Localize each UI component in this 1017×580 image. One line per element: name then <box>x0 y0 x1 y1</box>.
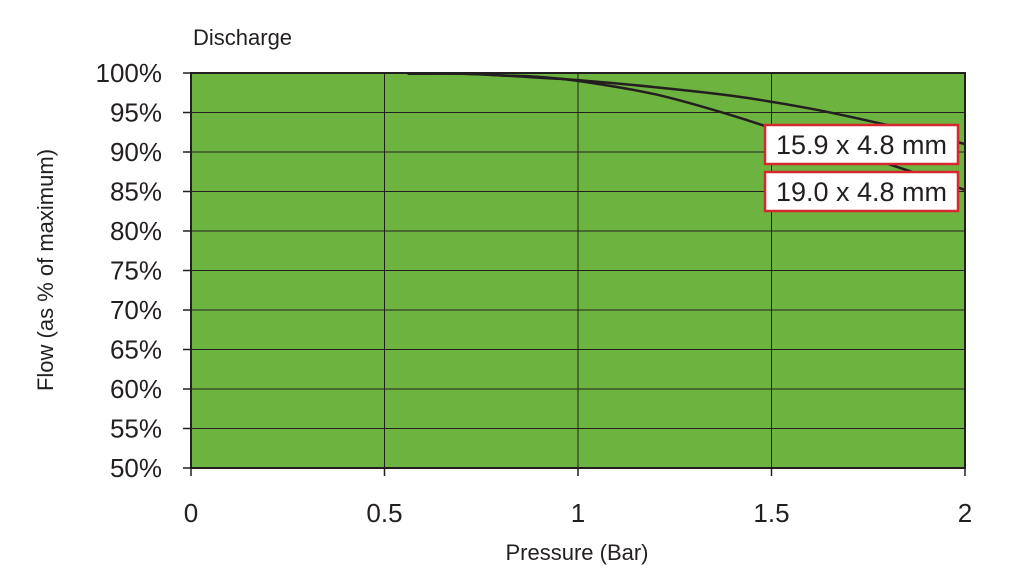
annotation-label: 19.0 x 4.8 mm <box>776 177 947 207</box>
y-tick-label: 70% <box>110 295 162 325</box>
x-tick-label: 1.5 <box>753 498 789 528</box>
x-tick-label: 0.5 <box>366 498 402 528</box>
x-tick-label: 1 <box>571 498 585 528</box>
y-axis-label: Flow (as % of maximum) <box>33 149 58 391</box>
annotation-box <box>763 170 960 213</box>
chart-title: Discharge <box>193 25 292 50</box>
y-tick-label: 90% <box>110 137 162 167</box>
y-tick-label: 60% <box>110 374 162 404</box>
y-tick-label: 85% <box>110 177 162 207</box>
x-axis-label: Pressure (Bar) <box>505 540 648 565</box>
annotation-box <box>763 123 960 166</box>
y-tick-label: 75% <box>110 256 162 286</box>
x-tick-label: 2 <box>958 498 972 528</box>
y-tick-label: 80% <box>110 216 162 246</box>
x-tick-labels: 0 0.5 1 1.5 2 <box>184 468 972 528</box>
x-tick-label: 0 <box>184 498 198 528</box>
y-tick-label: 50% <box>110 453 162 483</box>
y-tick-label: 55% <box>110 414 162 444</box>
y-tick-label: 65% <box>110 335 162 365</box>
y-tick-labels: 100% 95% 90% 85% 80% 75% 70% 65% 60% 55% 50% <box>96 58 191 483</box>
y-tick-label: 100% <box>96 58 163 88</box>
annotation-label: 15.9 x 4.8 mm <box>776 130 947 160</box>
series-annotations: 15.9 x 4.8 mm 19.0 x 4.8 mm <box>763 123 960 213</box>
y-tick-label: 95% <box>110 98 162 128</box>
